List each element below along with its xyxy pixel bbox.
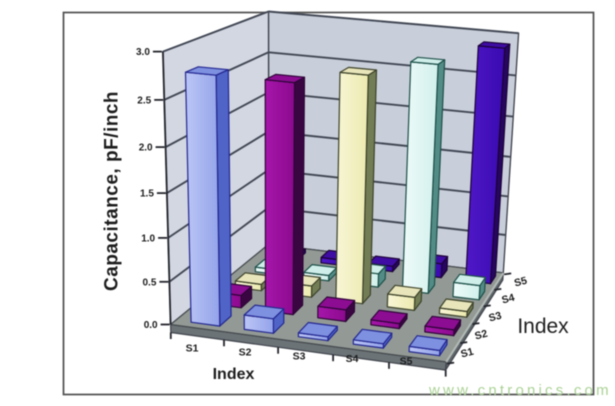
- svg-text:Index: Index: [517, 315, 569, 338]
- svg-text:S3: S3: [487, 310, 503, 325]
- svg-text:S1: S1: [186, 343, 199, 355]
- svg-text:S3: S3: [293, 351, 306, 363]
- svg-text:S2: S2: [473, 328, 489, 343]
- svg-text:S5: S5: [400, 356, 413, 368]
- svg-text:3.0: 3.0: [136, 47, 150, 58]
- svg-text:S1: S1: [459, 346, 475, 361]
- svg-text:0.5: 0.5: [142, 277, 156, 288]
- svg-text:S2: S2: [239, 347, 252, 359]
- svg-text:S4: S4: [346, 353, 359, 365]
- svg-text:2.5: 2.5: [137, 95, 151, 106]
- svg-text:S5: S5: [513, 275, 529, 290]
- svg-text:0.0: 0.0: [144, 320, 158, 331]
- svg-text:Index: Index: [213, 366, 255, 383]
- svg-text:S4: S4: [500, 292, 516, 307]
- svg-text:Capacitance, pF/inch: Capacitance, pF/inch: [102, 91, 123, 291]
- svg-text:1.0: 1.0: [141, 233, 155, 244]
- svg-text:2.0: 2.0: [139, 143, 153, 154]
- svg-text:1.5: 1.5: [140, 189, 154, 200]
- svg-text:www.cntronics.com: www.cntronics.com: [428, 382, 612, 399]
